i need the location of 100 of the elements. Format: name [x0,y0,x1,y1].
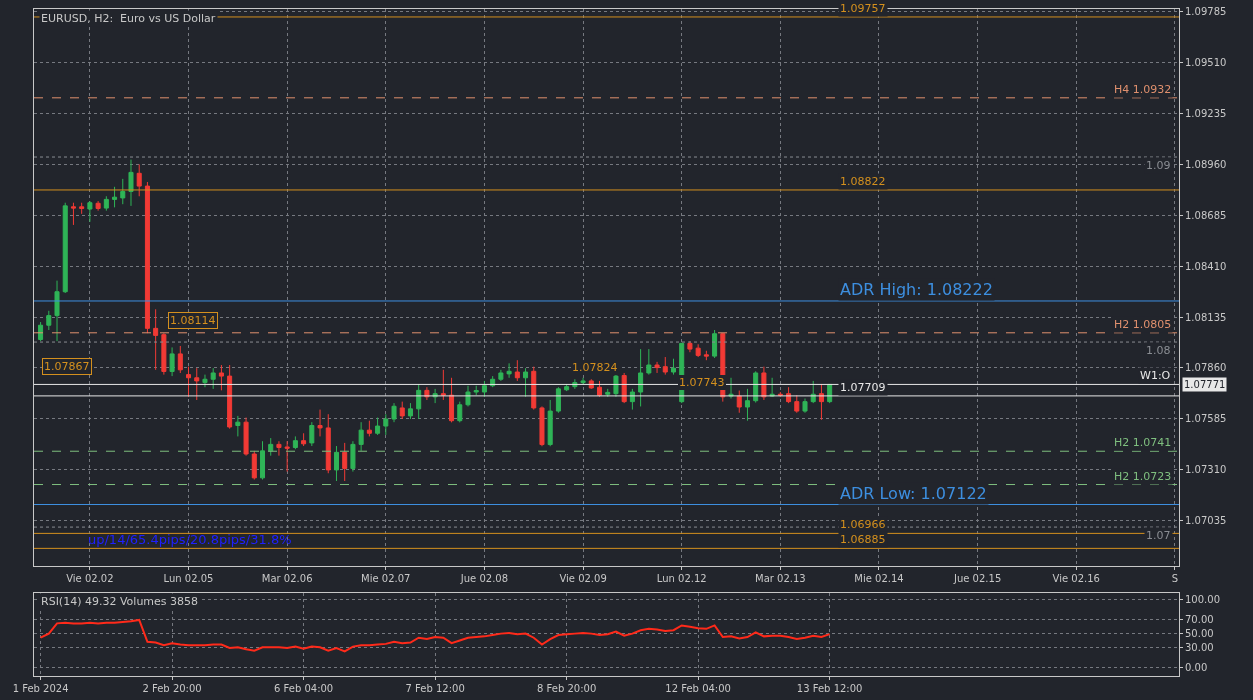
chart-title: RSI(14) 49.32 Volumes 3858 [41,595,199,608]
x-tick-label: Mar 02.13 [755,572,806,584]
candlestick [547,399,553,447]
candlestick [638,348,644,407]
candlestick [169,346,175,377]
x-tick-label: Lun 02.05 [163,572,214,584]
candlestick [259,440,266,481]
chart-title: EURUSD, H2: Euro vs US Dollar [41,12,216,25]
ref-line-label: 1.07709 [840,381,886,394]
candlestick [391,402,397,423]
candlestick [120,178,126,205]
x-tick-label: 1 Feb 2024 [12,683,69,694]
x-tick-label: S [1171,572,1179,584]
x-tick-label: Vie 02.16 [1052,572,1100,584]
candlestick [177,345,183,374]
x-tick-label: 2 Feb 20:00 [142,683,202,694]
candlestick [687,340,693,353]
candlestick [564,383,570,391]
candlestick [597,380,603,398]
x-tick-label: Mie 02.14 [854,572,904,584]
y-tick-label: 30.00 [1185,641,1214,653]
candlestick [235,415,241,437]
candlestick [292,435,298,450]
candlestick [202,374,208,388]
ref-line-label: 1.08 [1146,344,1171,357]
candlestick [317,409,323,437]
candlestick [399,401,405,420]
candlestick [112,186,118,208]
candlestick [87,200,93,223]
candlestick [251,450,257,481]
ref-line-label: ADR High: 1.08222 [840,280,993,299]
candlestick [744,388,750,422]
ref-line-label: H2 1.0741 [1114,436,1172,449]
candlestick [407,402,413,420]
candlestick [161,332,167,376]
candlestick [79,202,85,215]
x-tick-label: Lun 02.12 [656,572,707,584]
candlestick [712,329,718,359]
candlestick [153,308,159,371]
candlestick [227,364,233,430]
candlestick [580,377,586,385]
candlestick [38,321,44,342]
x-tick-label: Mar 02.06 [261,572,313,584]
ref-line-label: H2 1.0805 [1114,318,1172,331]
candlestick [284,440,290,473]
ref-line-label: 1.09 [1146,159,1171,172]
candlestick [514,359,520,382]
line-series [39,618,831,653]
ref-line-label: 1.07 [1146,529,1171,542]
ref-line-label: W1:O [1140,369,1171,382]
candlestick [523,367,529,398]
x-tick-label: 13 Feb 12:00 [796,683,863,694]
x-tick-label: Jue 02.15 [952,572,1002,584]
x-tick-label: Vie 02.09 [559,572,607,584]
x-tick-label: Mie 02.07 [361,572,411,584]
candlestick [457,401,463,423]
y-tick-label: 1.09785 [1185,6,1227,18]
candlestick [473,385,479,396]
candlestick [301,432,307,447]
ref-line-label: 1.06966 [840,518,886,531]
candlestick [54,280,60,342]
candlestick [670,358,676,376]
candlestick [794,394,800,414]
candlestick [375,417,381,436]
candlestick [325,413,331,474]
candlestick [333,445,339,482]
candlestick [613,374,619,398]
candlestick [342,442,348,482]
candlestick [802,397,808,414]
y-tick-label: 1.07310 [1185,464,1227,476]
y-tick-label: 1.08685 [1185,209,1227,221]
candlestick [243,417,249,457]
candlestick [62,202,68,294]
candlestick [144,181,150,334]
x-tick-label: 7 Feb 12:00 [405,683,465,694]
candlestick [605,388,611,398]
candlestick [506,362,512,379]
candlestick [654,361,660,374]
candlestick [449,377,455,423]
x-tick-label: Vie 02.02 [66,572,114,584]
y-tick-label: 1.08410 [1185,260,1227,272]
candlestick [309,421,315,447]
candlestick [539,405,545,447]
y-tick-label: 1.09510 [1185,57,1227,69]
ref-line-label: H2 1.0723 [1114,470,1172,483]
candlestick [136,163,142,197]
ref-line-label: 1.09757 [840,2,886,15]
candlestick [662,356,668,376]
y-tick-label: 70.00 [1185,614,1214,626]
x-tick-label: Jue 02.08 [459,572,509,584]
y-tick-label: 1.07860 [1185,362,1227,374]
candlestick [416,383,422,420]
candlestick [194,367,200,401]
candlestick [358,421,364,452]
candlestick [218,364,224,391]
annotation: 1.07743 [679,376,725,389]
candlestick [276,440,282,457]
candlestick [103,195,109,212]
text: 1.07771 [1184,379,1226,390]
candlestick [186,366,192,398]
